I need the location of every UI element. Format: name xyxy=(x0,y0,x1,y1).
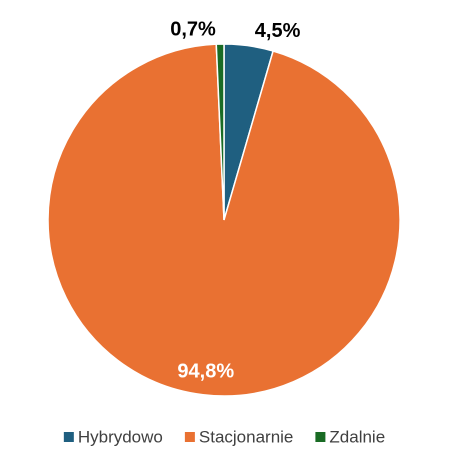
legend-label: Hybrydowo xyxy=(78,427,163,446)
legend-swatch xyxy=(63,432,74,442)
data-label: 4,5% xyxy=(255,20,301,42)
legend-label: Stacjonarnie xyxy=(199,427,294,446)
legend-label: Zdalnie xyxy=(329,427,385,446)
legend: Hybrydowo Stacjonarnie Zdalnie xyxy=(63,427,385,446)
legend-swatch xyxy=(315,432,326,442)
pie-slice xyxy=(215,43,225,221)
data-label: 0,7% xyxy=(170,18,216,40)
pie-slice xyxy=(47,43,401,397)
data-label: 94,8% xyxy=(177,360,234,382)
legend-swatch xyxy=(184,432,195,442)
